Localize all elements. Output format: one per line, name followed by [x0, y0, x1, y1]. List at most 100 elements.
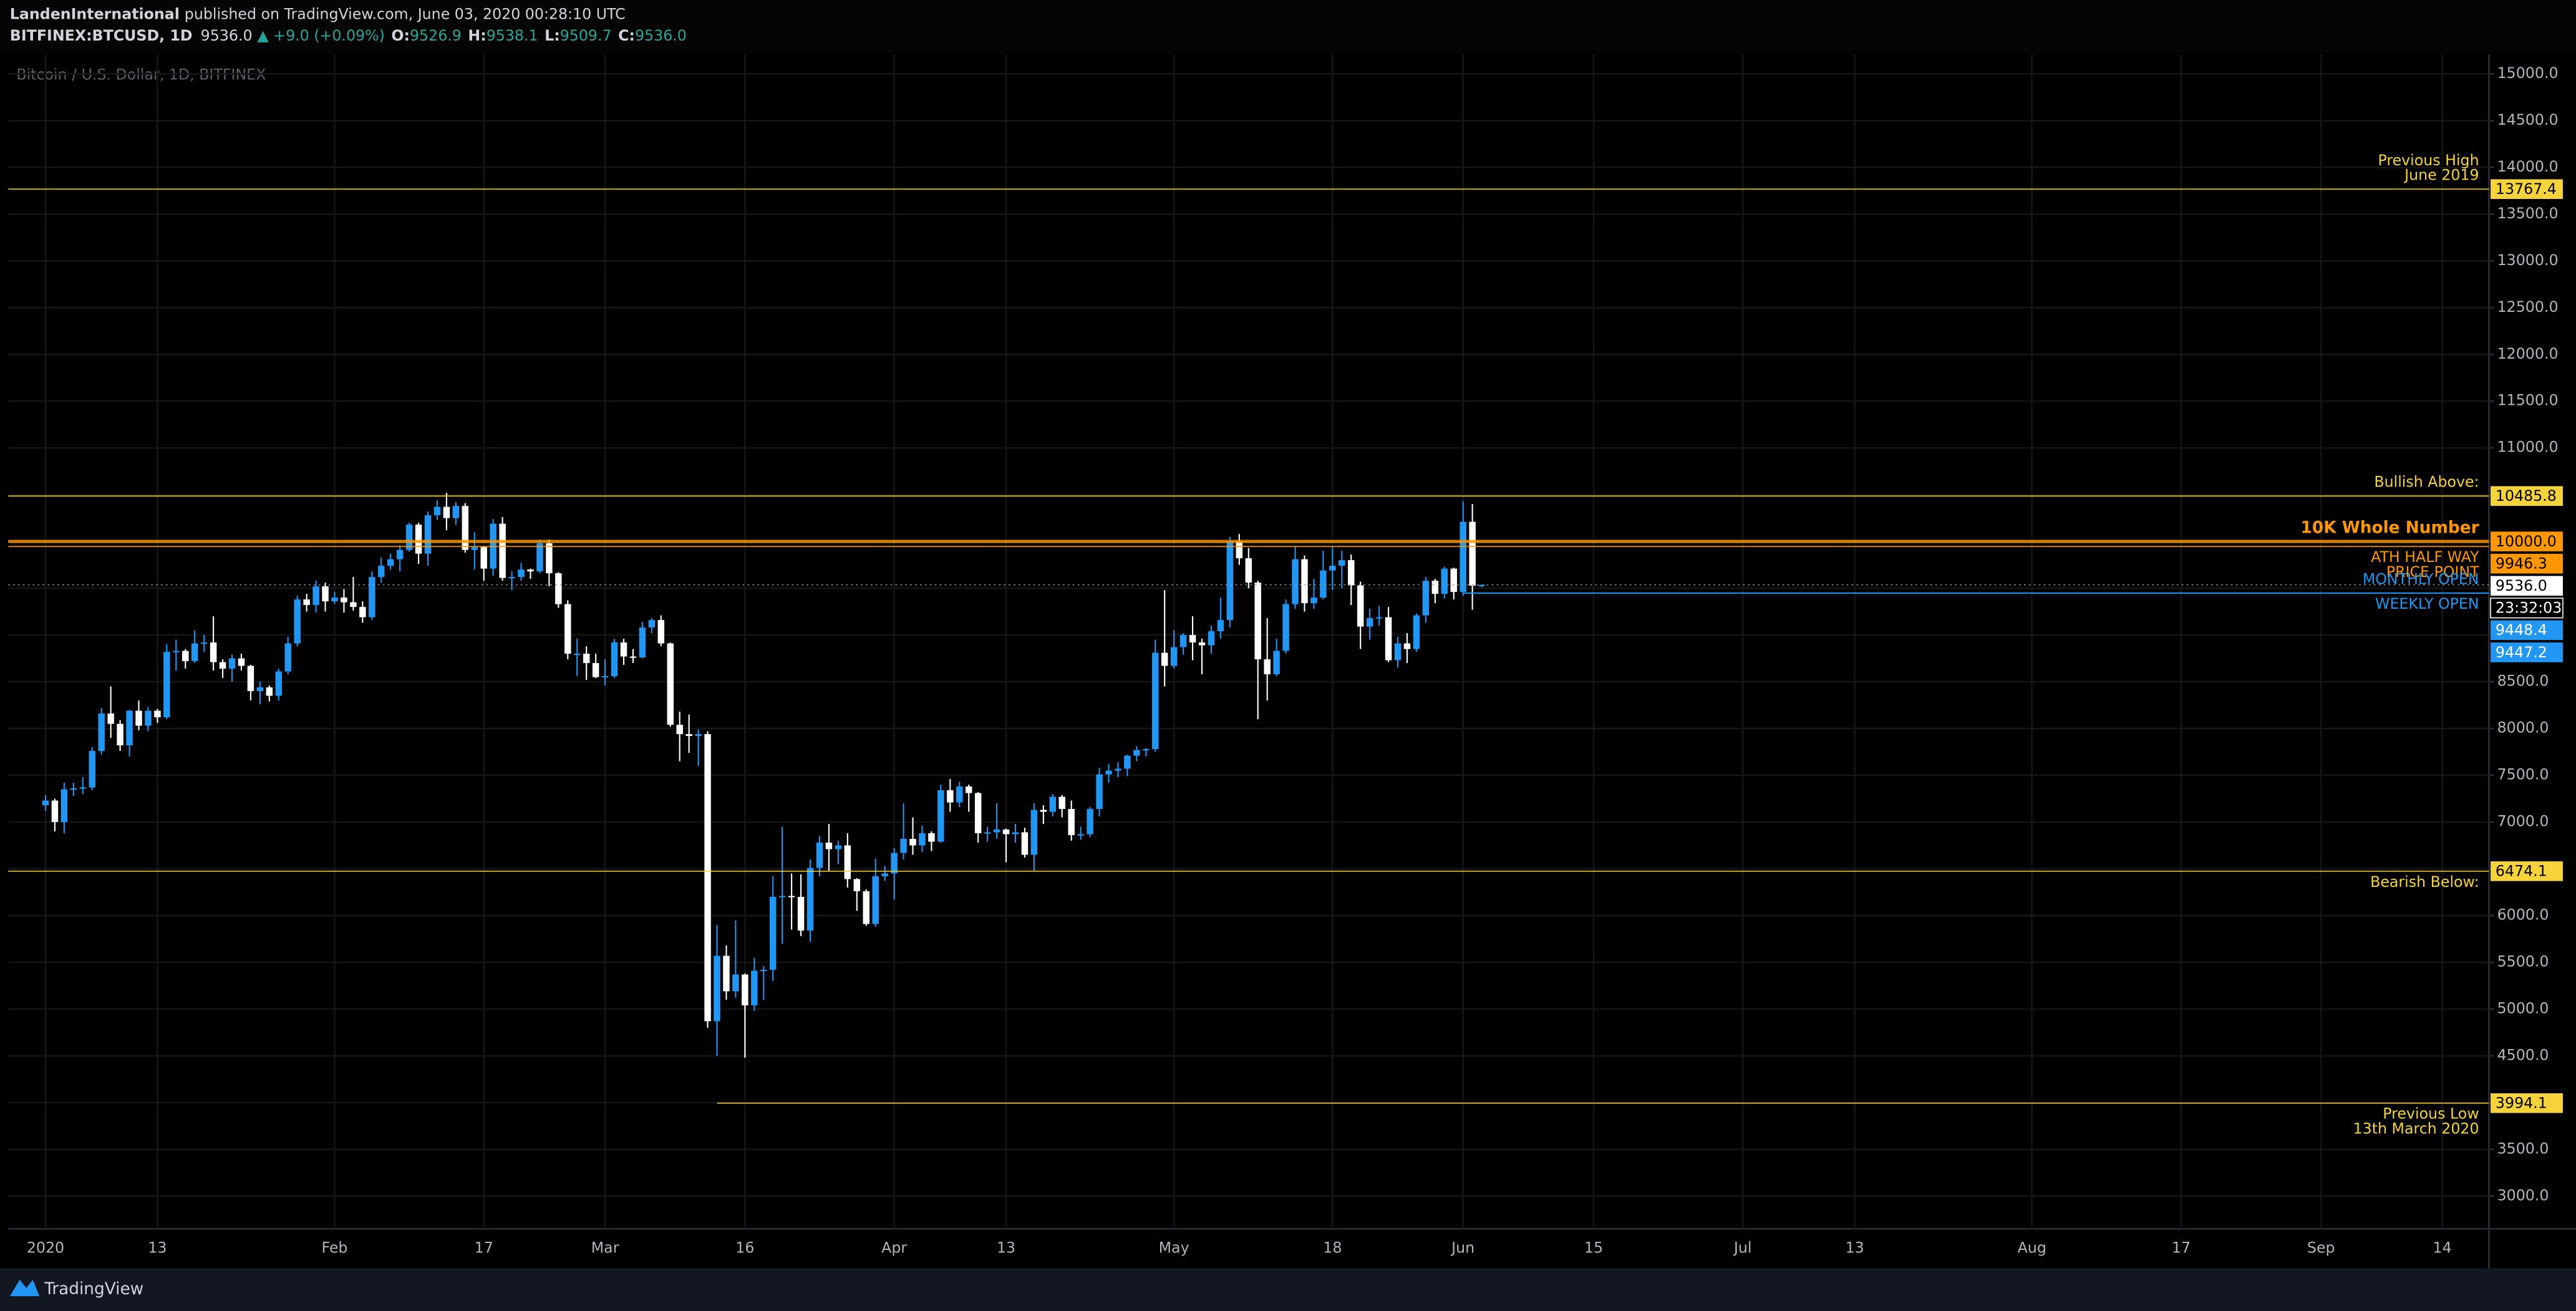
candle-body — [1152, 652, 1159, 750]
candle-body — [322, 586, 329, 602]
candle-body — [592, 663, 599, 677]
price-tag — [2490, 597, 2564, 619]
candle-body — [471, 547, 478, 550]
field-key: C: — [618, 26, 635, 44]
x-tick-label: 16 — [735, 1239, 754, 1256]
x-tick-label: 13 — [997, 1239, 1015, 1256]
candle-body — [1002, 830, 1010, 834]
candle-body — [1292, 559, 1299, 604]
candle-body — [611, 642, 618, 677]
candle-body — [1431, 581, 1439, 594]
candle-body — [928, 833, 935, 842]
candle-body — [424, 515, 432, 554]
candle-body — [1236, 541, 1243, 559]
x-tick-label: Feb — [322, 1239, 348, 1256]
y-tick-label: 7000.0 — [2497, 813, 2549, 830]
candle-body — [1021, 832, 1029, 855]
price-tag — [2491, 620, 2563, 641]
candle-body — [676, 725, 683, 735]
candle-body — [1058, 796, 1065, 810]
price-tag-label: 9448.4 — [2496, 621, 2547, 639]
candle-body — [1217, 620, 1224, 632]
candle-body — [1245, 558, 1252, 583]
x-tick-label: May — [1159, 1239, 1189, 1256]
candle-body — [303, 599, 310, 606]
candle-body — [1096, 774, 1103, 810]
candle-body — [247, 665, 254, 692]
candle-body — [480, 547, 487, 569]
level-label: 10K Whole Number — [2301, 519, 2479, 538]
price-tag — [2491, 1093, 2563, 1113]
candle-body — [126, 710, 133, 746]
candle-body — [1189, 635, 1196, 643]
y-tick-label: 3500.0 — [2497, 1139, 2549, 1157]
candle-body — [714, 955, 720, 1022]
candle-body — [825, 843, 833, 849]
candle-body — [1124, 755, 1131, 769]
grid — [8, 54, 2489, 1229]
published: published on TradingView.com, June 03, 2… — [185, 5, 626, 22]
candle-body — [518, 569, 525, 578]
candle-body — [266, 687, 273, 696]
price-tag-label: 10485.8 — [2496, 487, 2557, 505]
x-tick-label: 13 — [1846, 1239, 1864, 1256]
candle-body — [947, 790, 954, 803]
plot — [42, 493, 1485, 1058]
candle-body — [937, 790, 944, 842]
candle-body — [1403, 643, 1411, 649]
candle-body — [1226, 541, 1234, 621]
y-tick-label: 5000.0 — [2497, 999, 2549, 1017]
candle-body — [284, 643, 291, 672]
x-tick-label: Mar — [591, 1239, 619, 1256]
price-tag — [2491, 179, 2563, 200]
candle-body — [853, 879, 861, 891]
candle-body — [844, 845, 851, 879]
candle-body — [770, 896, 777, 970]
candle-body — [956, 786, 963, 803]
candle-body — [555, 573, 562, 604]
candle-body — [909, 839, 916, 846]
last-price: 9536.0 — [201, 26, 253, 44]
candle-body — [200, 642, 208, 644]
candle-body — [1087, 809, 1093, 834]
candle-body — [61, 789, 68, 823]
y-tick-label: 11500.0 — [2497, 392, 2559, 409]
price-tag — [2491, 861, 2563, 881]
candle-body — [1422, 581, 1430, 616]
price-tag-label: 6474.1 — [2496, 863, 2547, 880]
y-tick-label: 11000.0 — [2497, 438, 2559, 456]
candle-body — [778, 896, 786, 897]
candle-body — [751, 970, 758, 1005]
y-tick-label: 12500.0 — [2497, 298, 2559, 316]
price-tag-label: 10000.0 — [2496, 533, 2557, 550]
brand-name: TradingView — [44, 1280, 143, 1299]
y-tick-label: 8000.0 — [2497, 719, 2549, 737]
price-tag — [2491, 531, 2563, 551]
brand-logo — [9, 1279, 40, 1297]
price-tag — [2491, 486, 2563, 506]
candle-body — [1366, 618, 1373, 627]
candle-body — [433, 506, 441, 516]
y-tick-label: 6000.0 — [2497, 906, 2549, 923]
candle-body — [275, 671, 283, 696]
candle-body — [1282, 604, 1289, 651]
candle-body — [312, 586, 319, 606]
candle-body — [788, 896, 795, 897]
candle-body — [359, 607, 366, 617]
candle-body — [881, 873, 888, 876]
y-tick-label: 13000.0 — [2497, 251, 2559, 269]
price-tag — [2491, 576, 2563, 596]
candle-body — [974, 793, 982, 834]
candle-body — [685, 734, 692, 737]
price-tag — [2491, 553, 2563, 574]
candle-body — [1413, 615, 1420, 649]
candle-body — [667, 643, 674, 725]
field-key: H: — [468, 26, 486, 44]
candle-body — [107, 714, 114, 724]
candle-body — [462, 506, 469, 550]
candle-body — [1375, 617, 1383, 619]
candle-body — [331, 597, 338, 602]
candle-body — [173, 651, 180, 652]
symbol: BITFINEX:BTCUSD, 1D — [10, 26, 193, 44]
